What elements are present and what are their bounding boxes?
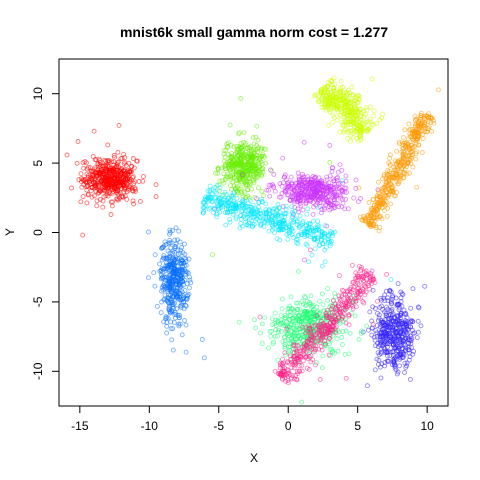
y-tick-label: 0 bbox=[31, 229, 45, 236]
x-tick-label: 10 bbox=[420, 419, 434, 433]
x-tick-label: 0 bbox=[285, 419, 292, 433]
x-axis-label: X bbox=[250, 451, 258, 465]
y-tick-label: 5 bbox=[31, 159, 45, 166]
x-tick-label: -15 bbox=[71, 419, 89, 433]
x-tick-label: -10 bbox=[141, 419, 159, 433]
y-tick-label: -5 bbox=[31, 296, 45, 307]
y-axis-label: Y bbox=[3, 228, 17, 236]
x-tick-label: 5 bbox=[354, 419, 361, 433]
x-tick-label: -5 bbox=[213, 419, 224, 433]
y-tick-label: -10 bbox=[31, 362, 45, 380]
y-tick-label: 10 bbox=[31, 87, 45, 101]
chart-title: mnist6k small gamma norm cost = 1.277 bbox=[120, 24, 388, 40]
